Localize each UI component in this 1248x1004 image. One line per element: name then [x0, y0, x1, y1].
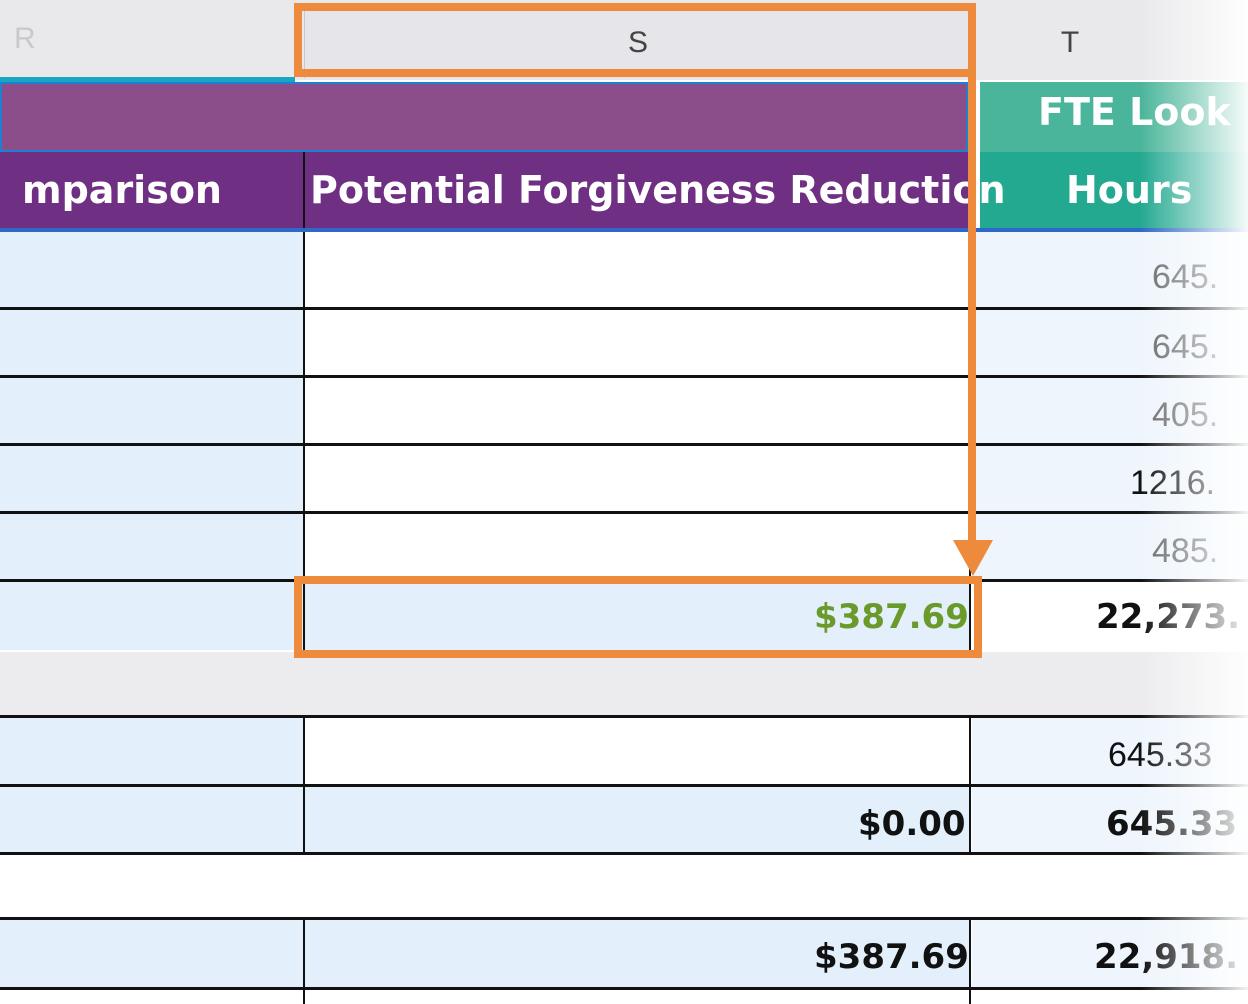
column-header-t[interactable]: T — [1060, 26, 1080, 59]
table-cell[interactable] — [0, 378, 303, 444]
forgiveness-reduction-header-label: Potential Forgiveness Reduction — [310, 168, 1006, 212]
table-cell[interactable] — [305, 514, 969, 580]
row-border — [0, 375, 1248, 378]
table-cell[interactable] — [0, 718, 303, 784]
highlight-column-s-box — [294, 3, 976, 77]
hours-value: 405. — [1152, 396, 1219, 434]
grand-total-reduction-value: $387.69 — [814, 937, 969, 977]
comparison-header-label: mparison — [22, 168, 222, 212]
table-cell[interactable] — [0, 787, 303, 853]
table-cell[interactable] — [0, 514, 303, 580]
spacer-row — [0, 652, 1248, 716]
table-cell[interactable] — [0, 232, 303, 308]
down-arrow-icon — [953, 540, 993, 576]
accent-line — [0, 77, 295, 82]
table-cell[interactable] — [0, 310, 303, 376]
table-cell[interactable] — [305, 378, 969, 444]
purple-banner-cell[interactable] — [0, 82, 968, 152]
fte-lookback-title: FTE Look — [1038, 90, 1231, 134]
grand-total-reduction-cell[interactable] — [305, 920, 969, 988]
table-cell[interactable] — [0, 582, 303, 650]
spacer-row — [0, 855, 1248, 917]
column-divider — [303, 920, 305, 1004]
hours-value: 485. — [1152, 532, 1219, 570]
table-cell[interactable] — [305, 446, 969, 512]
column-divider — [969, 920, 971, 1004]
column-divider — [303, 718, 305, 854]
grand-total-hours-value: 22,918. — [1094, 937, 1239, 977]
hours-value: 645. — [1152, 328, 1219, 366]
row-border — [0, 443, 1248, 446]
comparison-header-cell[interactable] — [0, 152, 303, 230]
subtotal-reduction-cell[interactable] — [305, 582, 969, 650]
reduction-total-value: $0.00 — [858, 804, 966, 844]
column-divider — [969, 718, 971, 854]
column-divider — [303, 152, 305, 230]
row-border — [0, 987, 1248, 990]
highlight-connector-line — [968, 76, 976, 544]
column-header-r[interactable]: R — [14, 22, 36, 55]
row-border — [0, 852, 1248, 855]
row-border — [0, 511, 1248, 514]
table-cell[interactable] — [305, 310, 969, 376]
hours-value: 1216. — [1130, 464, 1216, 502]
column-header-s[interactable]: S — [304, 8, 972, 78]
forgiveness-reduction-header-cell[interactable] — [305, 152, 969, 230]
table-cell[interactable] — [305, 232, 969, 308]
row-border — [0, 307, 1248, 310]
row-border — [0, 715, 1248, 718]
hours-value: 645.33 — [1108, 736, 1212, 774]
table-cell[interactable] — [305, 787, 969, 853]
table-cell[interactable] — [0, 920, 303, 988]
subtotal-hours-value: 22,273. — [1096, 597, 1241, 637]
row-border — [0, 917, 1248, 920]
hours-total-value: 645.33 — [1106, 804, 1238, 844]
table-cell[interactable] — [305, 718, 969, 784]
header-bottom-border — [0, 228, 1248, 232]
highlight-subtotal-box — [294, 576, 982, 658]
row-border — [0, 784, 1248, 787]
hours-header-label: Hours — [1066, 168, 1193, 212]
hours-value: 645. — [1152, 258, 1219, 296]
subtotal-reduction-value: $387.69 — [814, 597, 969, 637]
column-divider — [303, 232, 305, 652]
table-cell[interactable] — [0, 446, 303, 512]
